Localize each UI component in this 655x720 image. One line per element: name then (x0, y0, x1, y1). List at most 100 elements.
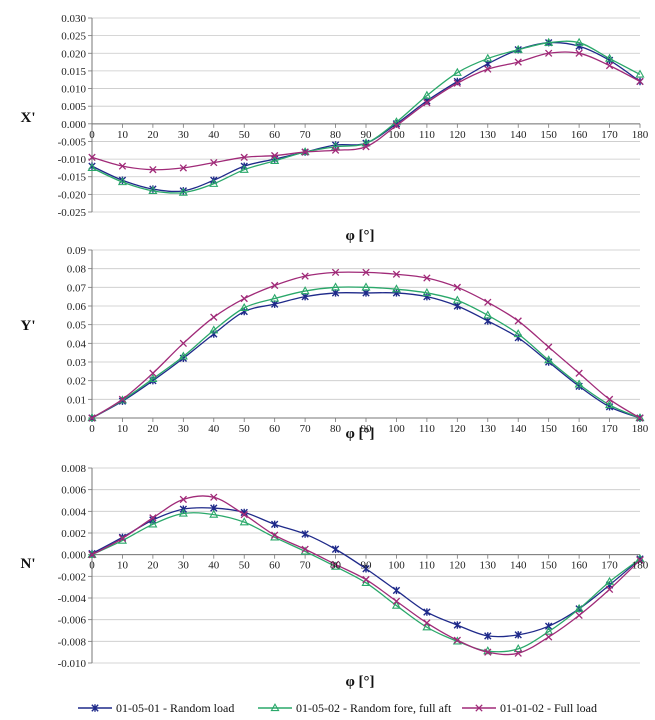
y-tick-label: 0.005 (61, 101, 86, 113)
x-tick-label: 70 (300, 129, 312, 141)
legend-item-1: 01-05-01 - Random load (78, 701, 234, 715)
y-tick-label: 0.000 (61, 119, 86, 131)
series-1 (88, 289, 644, 422)
y-axis-label: X' (21, 110, 36, 126)
data-point (545, 49, 553, 57)
x-tick-label: 20 (147, 560, 159, 572)
legend-label: 01-05-01 - Random load (116, 701, 234, 715)
x-tick-label: 90 (361, 129, 373, 141)
data-point (209, 509, 219, 518)
series-2 (87, 37, 645, 196)
data-point (483, 53, 493, 62)
data-point (362, 565, 370, 573)
data-point (87, 162, 97, 172)
y-tick-label: 0.015 (61, 66, 86, 78)
data-point (362, 575, 370, 584)
x-tick-label: 150 (540, 129, 557, 141)
x-tick-label: 160 (571, 560, 588, 572)
x-tick-label: 100 (388, 560, 405, 572)
data-point (574, 603, 584, 612)
data-point (362, 268, 370, 277)
data-point (270, 155, 280, 165)
data-point (422, 90, 432, 99)
data-point (636, 556, 644, 564)
series-line (91, 51, 641, 171)
series-line (91, 286, 641, 419)
data-point (148, 373, 158, 382)
y-tick-label: 0.05 (67, 320, 87, 332)
y-tick-label: -0.008 (58, 636, 87, 648)
y-tick-label: -0.010 (58, 154, 87, 166)
y-tick-label: 0.004 (61, 506, 86, 518)
data-point (484, 648, 492, 656)
x-tick-label: 120 (449, 423, 466, 435)
y-tick-label: 0.000 (61, 550, 86, 562)
x-tick-label: 170 (601, 129, 618, 141)
data-point (88, 414, 96, 422)
x-axis-label: φ [°] (345, 228, 374, 244)
x-tick-label: 180 (632, 423, 649, 435)
data-point (210, 158, 218, 167)
data-point (391, 117, 401, 126)
data-point (148, 185, 158, 194)
data-point (605, 61, 614, 70)
x-tick-label: 120 (449, 560, 466, 572)
data-point (513, 44, 523, 53)
data-point (423, 292, 431, 301)
data-point (423, 608, 431, 616)
x-tick-label: 40 (208, 560, 220, 572)
x-tick-label: 50 (239, 560, 251, 572)
data-point (361, 138, 371, 147)
data-point (544, 37, 554, 46)
data-point (575, 42, 583, 50)
series-line (91, 512, 641, 653)
data-point (362, 143, 370, 151)
data-point (605, 585, 614, 593)
data-point (210, 493, 218, 501)
series-3 (88, 49, 644, 174)
series-1 (88, 38, 644, 195)
data-point (545, 343, 553, 351)
data-point (392, 121, 401, 130)
data-point (574, 379, 584, 388)
data-point (544, 626, 554, 635)
data-point (117, 395, 127, 404)
x-tick-label: 180 (632, 129, 649, 141)
y-tick-label: 0.03 (67, 357, 87, 369)
y-tick-label: -0.002 (58, 571, 86, 583)
x-tick-label: 130 (480, 560, 497, 572)
legend-item-2: 01-05-02 - Random fore, full aft (258, 701, 452, 715)
data-point (635, 69, 645, 78)
data-point (514, 631, 522, 639)
chart-panel-2: 0.00 0.01 0.02 0.03 0.04 0.05 0.06 0.07 0.08 0.09… (21, 245, 649, 442)
data-point (178, 508, 188, 517)
y-tick-label: 0.00 (67, 413, 87, 425)
legend-item-3: 01-01-02 - Full load (462, 701, 597, 715)
data-point (574, 37, 584, 46)
data-point (605, 395, 614, 403)
y-tick-label: -0.006 (58, 615, 87, 627)
data-point (331, 146, 340, 154)
x-tick-label: 170 (601, 560, 618, 572)
data-point (513, 643, 523, 653)
x-tick-label: 30 (178, 423, 190, 435)
legend-marker (270, 703, 280, 712)
y-tick-label: 0.006 (61, 485, 86, 497)
data-point (361, 282, 371, 291)
y-axis-label: Y' (21, 318, 36, 334)
x-tick-label: 180 (632, 560, 649, 572)
data-point (178, 351, 188, 360)
x-tick-label: 70 (300, 423, 312, 435)
data-point (179, 495, 187, 504)
x-tick-label: 40 (208, 129, 220, 141)
x-tick-label: 0 (89, 560, 95, 572)
data-point (544, 355, 554, 364)
data-point (178, 187, 188, 196)
legend-marker (475, 704, 483, 712)
data-point (483, 310, 493, 319)
x-tick-label: 110 (419, 129, 436, 141)
y-tick-label: -0.005 (58, 136, 87, 148)
data-point (240, 510, 248, 519)
series-3 (88, 268, 644, 422)
data-point (392, 586, 401, 595)
